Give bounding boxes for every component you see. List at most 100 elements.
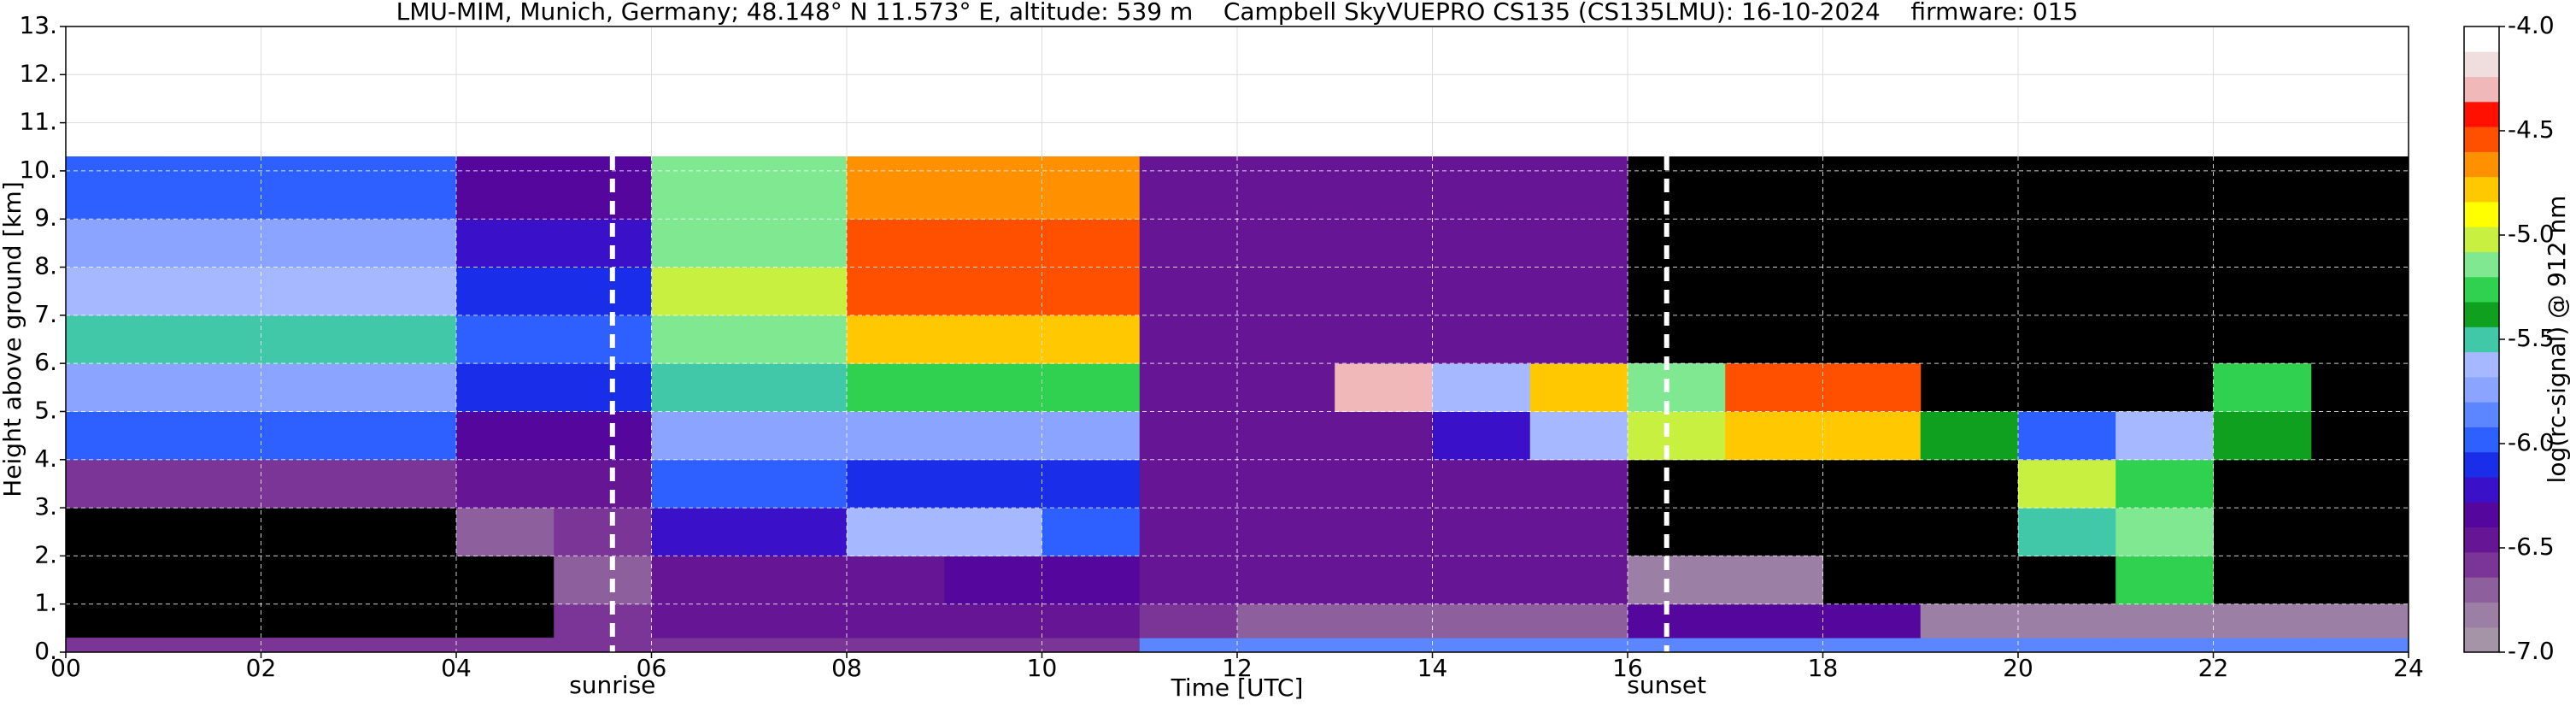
colorbar-segment <box>2464 502 2499 528</box>
heatmap-cell <box>358 459 457 509</box>
heatmap-cell <box>944 508 1042 556</box>
x-tick-label: 02 <box>246 654 277 682</box>
heatmap-cell <box>1432 603 1531 638</box>
heatmap-cell <box>1139 638 1238 653</box>
x-tick-label: 10 <box>1027 654 1058 682</box>
heatmap-cell <box>554 267 652 316</box>
x-tick-label: 00 <box>50 654 81 682</box>
y-tick-label: 10. <box>19 156 57 184</box>
heatmap-cell <box>1139 267 1238 316</box>
heatmap-cell <box>1725 363 1823 412</box>
heatmap-cell <box>1042 556 1141 605</box>
heatmap-cell <box>847 508 945 556</box>
heatmap-cell <box>163 638 261 653</box>
heatmap-cell <box>163 156 261 220</box>
heatmap-cell <box>2213 603 2312 638</box>
heatmap-cell <box>847 363 945 412</box>
heatmap-cell <box>1335 508 1433 556</box>
heatmap-cell <box>261 156 360 220</box>
colorbar-segment <box>2464 427 2499 453</box>
x-tick-label: 04 <box>441 654 472 682</box>
colorbar-tick-label: -5.0 <box>2508 220 2555 248</box>
heatmap-cell <box>1139 219 1238 268</box>
heatmap-cell <box>2115 638 2214 653</box>
heatmap-cell <box>944 411 1042 461</box>
heatmap-cell <box>847 315 945 364</box>
heatmap-cell <box>1042 363 1141 412</box>
heatmap-cell <box>651 219 750 268</box>
heatmap-cell <box>748 556 848 605</box>
heatmap-cell <box>456 267 555 316</box>
heatmap-cell <box>1335 363 1433 412</box>
colorbar-segment <box>2464 527 2499 553</box>
heatmap-cell <box>1822 411 1922 461</box>
heatmap-cell <box>1335 156 1433 220</box>
heatmap-cell <box>944 638 1042 653</box>
colorbar-segment <box>2464 551 2499 578</box>
heatmap-cell <box>1432 459 1531 509</box>
heatmap-cell <box>1432 267 1531 316</box>
heatmap-cell <box>1432 156 1531 220</box>
heatmap-cell <box>944 267 1042 316</box>
heatmap-cell <box>1237 315 1335 364</box>
x-tick-label: 22 <box>2198 654 2229 682</box>
heatmap-cell <box>1529 156 1628 220</box>
y-tick-label: 4. <box>34 444 57 473</box>
y-tick-label: 8. <box>34 252 57 280</box>
x-tick-label: 24 <box>2393 654 2424 682</box>
y-tick-label: 7. <box>34 300 57 328</box>
heatmap-cell <box>748 459 848 509</box>
heatmap-cell <box>1628 363 1726 412</box>
heatmap-cell <box>1139 556 1238 605</box>
heatmap-cell <box>1042 267 1141 316</box>
heatmap-cell <box>456 508 555 556</box>
heatmap-cell <box>1237 363 1335 412</box>
heatmap-cell <box>261 638 360 653</box>
heatmap-cell <box>748 219 848 268</box>
heatmap-cell <box>1335 219 1433 268</box>
heatmap-cell <box>944 363 1042 412</box>
heatmap-cell <box>66 638 164 653</box>
heatmap-cell <box>748 508 848 556</box>
heatmap-cell <box>1042 638 1141 653</box>
heatmap-cell <box>1432 411 1531 461</box>
heatmap-cell <box>1237 603 1335 638</box>
heatmap-cell <box>66 267 164 316</box>
heatmap-cell <box>748 603 848 638</box>
heatmap-cell <box>1042 315 1141 364</box>
heatmap-cell <box>847 411 945 461</box>
colorbar-tick-label: -4.5 <box>2508 115 2555 144</box>
heatmap-cell <box>651 508 750 556</box>
heatmap-cell <box>358 267 457 316</box>
colorbar-segment <box>2464 126 2499 152</box>
heatmap-cell <box>554 363 652 412</box>
x-tick-label: 20 <box>2003 654 2033 682</box>
heatmap-cell <box>66 411 164 461</box>
heatmap-cell <box>66 363 164 412</box>
heatmap-cell <box>554 459 652 509</box>
heatmap-cell <box>1042 156 1141 220</box>
heatmap-cell <box>456 638 555 653</box>
heatmap-cell <box>651 315 750 364</box>
heatmap-cell <box>1628 411 1726 461</box>
heatmap-cell <box>1237 267 1335 316</box>
heatmap-cell <box>944 156 1042 220</box>
colorbar-segment <box>2464 302 2499 327</box>
heatmap-cell <box>163 315 261 364</box>
heatmap-cell <box>358 363 457 412</box>
heatmap-cell <box>1529 603 1628 638</box>
heatmap-cell <box>1237 508 1335 556</box>
heatmap-cell <box>358 411 457 461</box>
heatmap-cell <box>1725 638 1823 653</box>
heatmap-cell <box>1139 508 1238 556</box>
heatmap-cell <box>554 156 652 220</box>
heatmap-cell <box>1237 411 1335 461</box>
colorbar-segment <box>2464 176 2499 203</box>
heatmap-cell <box>358 638 457 653</box>
colorbar-segment <box>2464 577 2499 603</box>
heatmap-cell <box>261 315 360 364</box>
heatmap-cell <box>748 638 848 653</box>
heatmap-cell <box>651 363 750 412</box>
